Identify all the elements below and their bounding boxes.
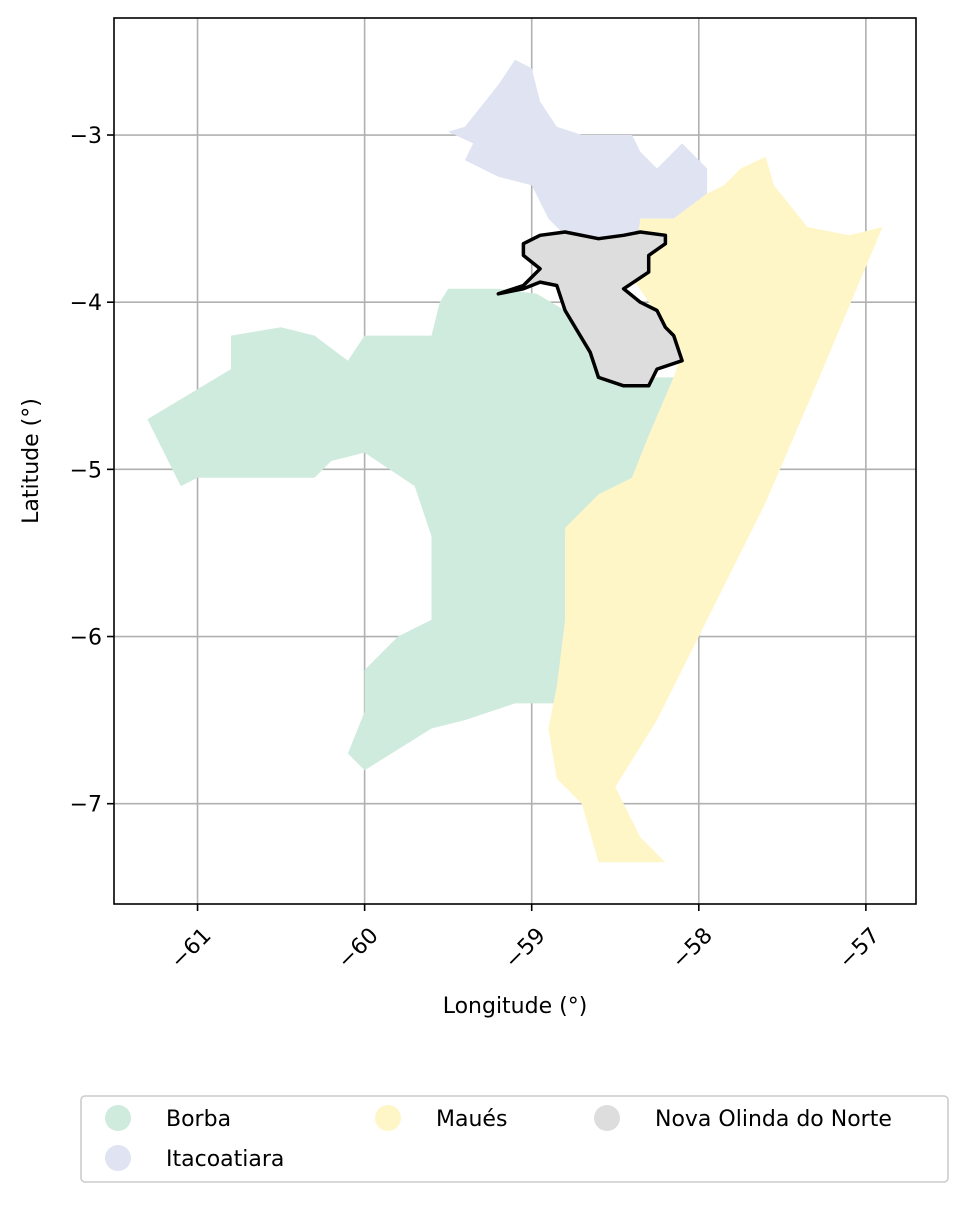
regions (147, 60, 882, 862)
legend-label-borba: Borba (166, 1107, 231, 1132)
y-tick-label: −4 (70, 291, 102, 316)
legend-swatch-borba (105, 1105, 131, 1131)
y-tick-label: −5 (70, 458, 102, 483)
x-tick-label: −59 (500, 923, 551, 974)
legend-swatch-mau-s (375, 1105, 401, 1131)
y-axis-label: Latitude (°) (19, 398, 44, 524)
legend-label-nova-olinda-do-norte: Nova Olinda do Norte (655, 1107, 892, 1132)
legend-label-mau-s: Maués (436, 1107, 507, 1132)
x-tick-label: −58 (667, 923, 718, 974)
legend-swatch-nova-olinda-do-norte (594, 1105, 620, 1131)
legend-label-itacoatiara: Itacoatiara (166, 1147, 284, 1172)
legend-swatch-itacoatiara (105, 1145, 131, 1171)
x-axis-label: Longitude (°) (443, 994, 588, 1019)
y-tick-label: −3 (70, 124, 102, 149)
y-tick-label: −6 (70, 626, 102, 651)
y-tick-label: −7 (70, 793, 102, 818)
x-tick-label: −60 (333, 923, 384, 974)
x-tick-label: −57 (834, 923, 885, 974)
x-tick-label: −61 (166, 923, 217, 974)
legend: Borba Itacoatiara Maués Nova Olinda do Nort… (81, 1096, 948, 1182)
